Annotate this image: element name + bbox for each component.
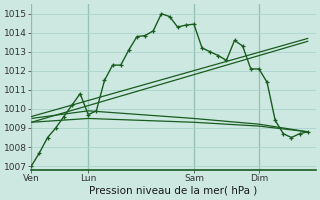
X-axis label: Pression niveau de la mer( hPa ): Pression niveau de la mer( hPa )	[90, 186, 258, 196]
